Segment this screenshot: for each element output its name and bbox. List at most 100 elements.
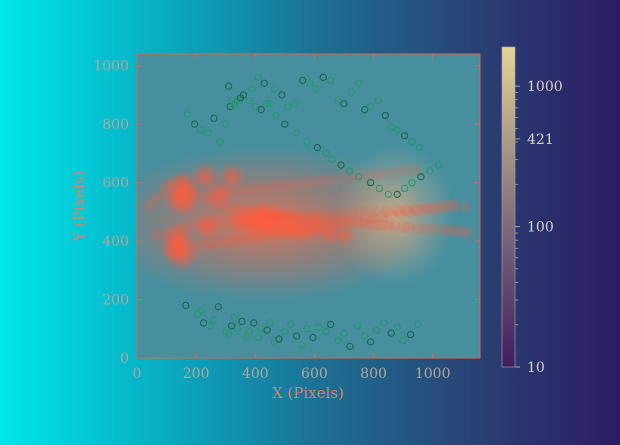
y-tick-label: 800 xyxy=(102,117,129,133)
emission-point xyxy=(355,206,368,219)
source-circle xyxy=(254,333,262,342)
source-circle xyxy=(281,328,289,336)
source-circle xyxy=(205,322,214,330)
emission-point xyxy=(284,211,297,224)
source-circle xyxy=(393,323,401,331)
y-tick-label: 1000 xyxy=(93,59,129,75)
colorbar: 10 100 421 1000 xyxy=(501,46,563,376)
source-circle xyxy=(414,320,422,329)
source-circle xyxy=(327,76,335,84)
y-tick-label: 400 xyxy=(102,234,129,250)
source-circle xyxy=(408,138,416,146)
emission-point xyxy=(252,230,265,243)
colorbar-ticks: 10 100 421 1000 xyxy=(515,79,563,376)
emission-point xyxy=(243,232,256,245)
emission-point xyxy=(222,214,235,227)
emission-point xyxy=(201,217,214,230)
emission-point xyxy=(151,229,164,242)
emission-point xyxy=(237,204,250,217)
emission-point xyxy=(311,208,324,221)
source-circle xyxy=(340,100,348,108)
emission-point xyxy=(382,219,395,232)
colorbar-tick-label: 1000 xyxy=(527,79,563,95)
source-circle xyxy=(291,100,299,108)
emission-point xyxy=(190,240,203,253)
emission-point xyxy=(267,181,280,193)
emission-point xyxy=(444,224,457,237)
source-circle xyxy=(393,190,401,198)
source-circle xyxy=(434,161,443,169)
emission-point xyxy=(391,204,404,217)
emission-point xyxy=(367,205,380,218)
source-circle xyxy=(275,335,283,343)
source-circle xyxy=(375,184,384,193)
emission-point xyxy=(403,221,416,234)
emission-point xyxy=(216,236,229,249)
source-circle xyxy=(366,338,375,346)
emission-point xyxy=(403,205,416,218)
source-circle xyxy=(387,329,395,337)
emission-point xyxy=(199,191,212,204)
x-tick-label: 0 xyxy=(133,366,142,382)
emission-point xyxy=(346,207,359,220)
pale-region-glow xyxy=(335,145,455,285)
emission-point xyxy=(364,218,377,231)
source-circle xyxy=(287,320,295,329)
source-circle xyxy=(196,126,205,134)
detected-sources-layer xyxy=(182,73,443,350)
emission-point xyxy=(411,222,424,235)
source-circle xyxy=(272,111,280,120)
emission-point xyxy=(302,209,315,222)
emission-point xyxy=(193,219,206,231)
source-circle xyxy=(374,97,382,105)
emission-point xyxy=(332,215,345,228)
emission-point xyxy=(275,211,288,224)
source-circle xyxy=(366,102,375,111)
source-circle xyxy=(408,178,416,187)
source-circle xyxy=(366,178,375,187)
source-circle xyxy=(225,330,233,339)
emission-point xyxy=(234,233,247,246)
emission-point xyxy=(358,213,371,226)
source-circle xyxy=(227,322,236,330)
emission-point xyxy=(429,201,442,214)
source-circle xyxy=(225,82,233,90)
source-circle xyxy=(242,333,251,342)
emission-point xyxy=(314,220,327,233)
emission-point xyxy=(435,201,448,214)
source-circle xyxy=(216,138,224,146)
emission-point xyxy=(408,163,421,176)
emission-point xyxy=(258,212,271,225)
emission-point xyxy=(249,212,262,225)
emission-point xyxy=(438,223,451,236)
hotspot xyxy=(331,223,356,248)
source-circle xyxy=(312,85,320,93)
emission-point xyxy=(320,214,333,227)
emission-point xyxy=(175,173,188,186)
source-circle xyxy=(230,313,239,321)
source-circle xyxy=(263,100,271,108)
colorbar-tick-label: 421 xyxy=(527,132,554,148)
source-circle xyxy=(191,120,199,128)
emission-point xyxy=(267,211,280,224)
plot-frame xyxy=(136,53,481,359)
emission-point xyxy=(269,209,282,222)
emission-point xyxy=(231,185,244,198)
emission-point xyxy=(411,204,424,217)
source-circle xyxy=(251,102,259,111)
emission-point xyxy=(429,223,442,236)
emission-point xyxy=(184,185,197,198)
source-circle xyxy=(393,126,401,134)
y-axis-title: Y (Pixels) xyxy=(70,170,88,242)
emission-point xyxy=(172,223,185,236)
source-circle xyxy=(353,322,361,330)
emission-point xyxy=(142,200,155,212)
source-circle xyxy=(400,132,409,140)
emission-point xyxy=(385,208,398,221)
emission-point xyxy=(243,183,256,196)
emission-point xyxy=(394,207,407,220)
x-axis-ticks: 0 200 400 600 800 1000 xyxy=(133,54,451,382)
emission-point xyxy=(361,169,374,182)
source-circle xyxy=(334,97,342,105)
emission-point xyxy=(261,229,274,242)
